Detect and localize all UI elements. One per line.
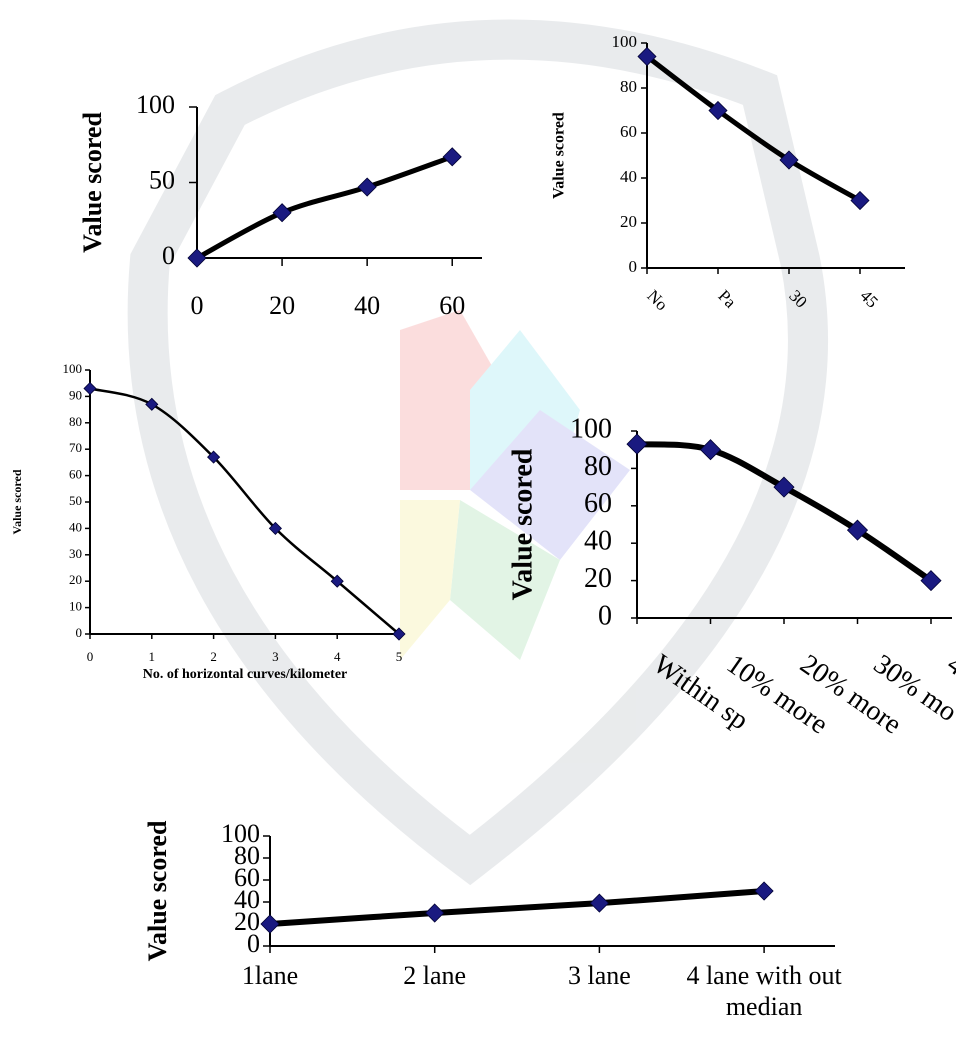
x-tick-label: 40 (354, 291, 380, 320)
marker (627, 434, 647, 454)
y-tick-label: 60 (69, 467, 82, 482)
y-axis-title: Value scored (143, 820, 172, 961)
marker (701, 440, 721, 460)
marker (426, 904, 444, 922)
y-tick-label: 20 (69, 572, 82, 587)
y-axis-title: Value scored (78, 112, 107, 253)
x-tick-label: Pa (714, 286, 740, 312)
x-tick-label: 2 (210, 649, 217, 664)
watermark-petal (400, 500, 460, 660)
y-tick-label: 80 (69, 414, 82, 429)
marker (590, 894, 608, 912)
y-tick-label: 80 (584, 451, 612, 482)
y-tick-label: 50 (149, 165, 175, 194)
y-axis-title: Value scored (10, 469, 24, 534)
y-tick-label: 20 (584, 563, 612, 594)
marker (443, 148, 461, 166)
x-tick-label: 4 (334, 649, 341, 664)
y-tick-label: 20 (620, 212, 637, 231)
y-tick-label: 0 (162, 241, 175, 270)
x-tick-label: 4 lane with out median (679, 960, 849, 1022)
y-tick-label: 0 (76, 625, 83, 640)
y-tick-label: 100 (136, 90, 175, 119)
marker (84, 382, 96, 394)
x-tick-label: 20 (269, 291, 295, 320)
y-axis-title: Value scored (507, 448, 538, 600)
marker (261, 915, 279, 933)
x-tick-label-box: 1lane (185, 960, 355, 1050)
y-tick-label: 100 (570, 413, 612, 444)
y-tick-label: 60 (584, 488, 612, 519)
y-axis-title: Value scored (551, 112, 568, 199)
x-tick-label: 1lane (185, 960, 355, 991)
x-tick-label: 3 lane (514, 960, 684, 991)
y-tick-label: 50 (69, 493, 82, 508)
y-tick-label: 100 (612, 32, 638, 51)
x-tick-label: 5 (396, 649, 403, 664)
y-tick-label: 40 (620, 167, 637, 186)
trend-line (197, 157, 452, 258)
trend-line (270, 891, 764, 924)
y-tick-label: 80 (620, 77, 637, 96)
page: {"chart_data": [ {"type": "line", "y_lab… (0, 0, 956, 1059)
y-tick-label: 0 (598, 600, 612, 631)
marker (273, 204, 291, 222)
y-tick-label: 40 (69, 519, 82, 534)
y-tick-label: 70 (69, 440, 82, 455)
x-tick-label: 0 (191, 291, 204, 320)
y-tick-label: 40 (584, 526, 612, 557)
y-tick-label: 90 (69, 387, 82, 402)
y-tick-label: 100 (63, 361, 83, 376)
x-tick-label-box: 4 lane with out median (679, 960, 849, 1050)
y-tick-label: 0 (629, 257, 638, 276)
x-tick-label-box: 2 lane (350, 960, 520, 1050)
y-tick-label: 10 (69, 599, 82, 614)
x-tick-label-box: 3 lane (514, 960, 684, 1050)
x-tick-label: 60 (439, 291, 465, 320)
x-tick-label: 1 (149, 649, 156, 664)
x-tick-label: 4 (941, 649, 956, 682)
x-tick-label: 3 (272, 649, 279, 664)
y-tick-label: 100 (221, 819, 260, 848)
x-axis-title: No. of horizontal curves/kilometer (143, 667, 348, 682)
y-tick-label: 60 (620, 122, 637, 141)
x-tick-label: No (643, 286, 671, 314)
figure: 0501000204060Value scored020406080100NoP… (0, 0, 956, 1059)
x-tick-label: 2 lane (350, 960, 520, 991)
x-tick-label: 0 (87, 649, 94, 664)
x-tick-label: 45 (856, 286, 881, 311)
marker (358, 178, 376, 196)
marker (755, 882, 773, 900)
y-tick-label: 30 (69, 546, 82, 561)
